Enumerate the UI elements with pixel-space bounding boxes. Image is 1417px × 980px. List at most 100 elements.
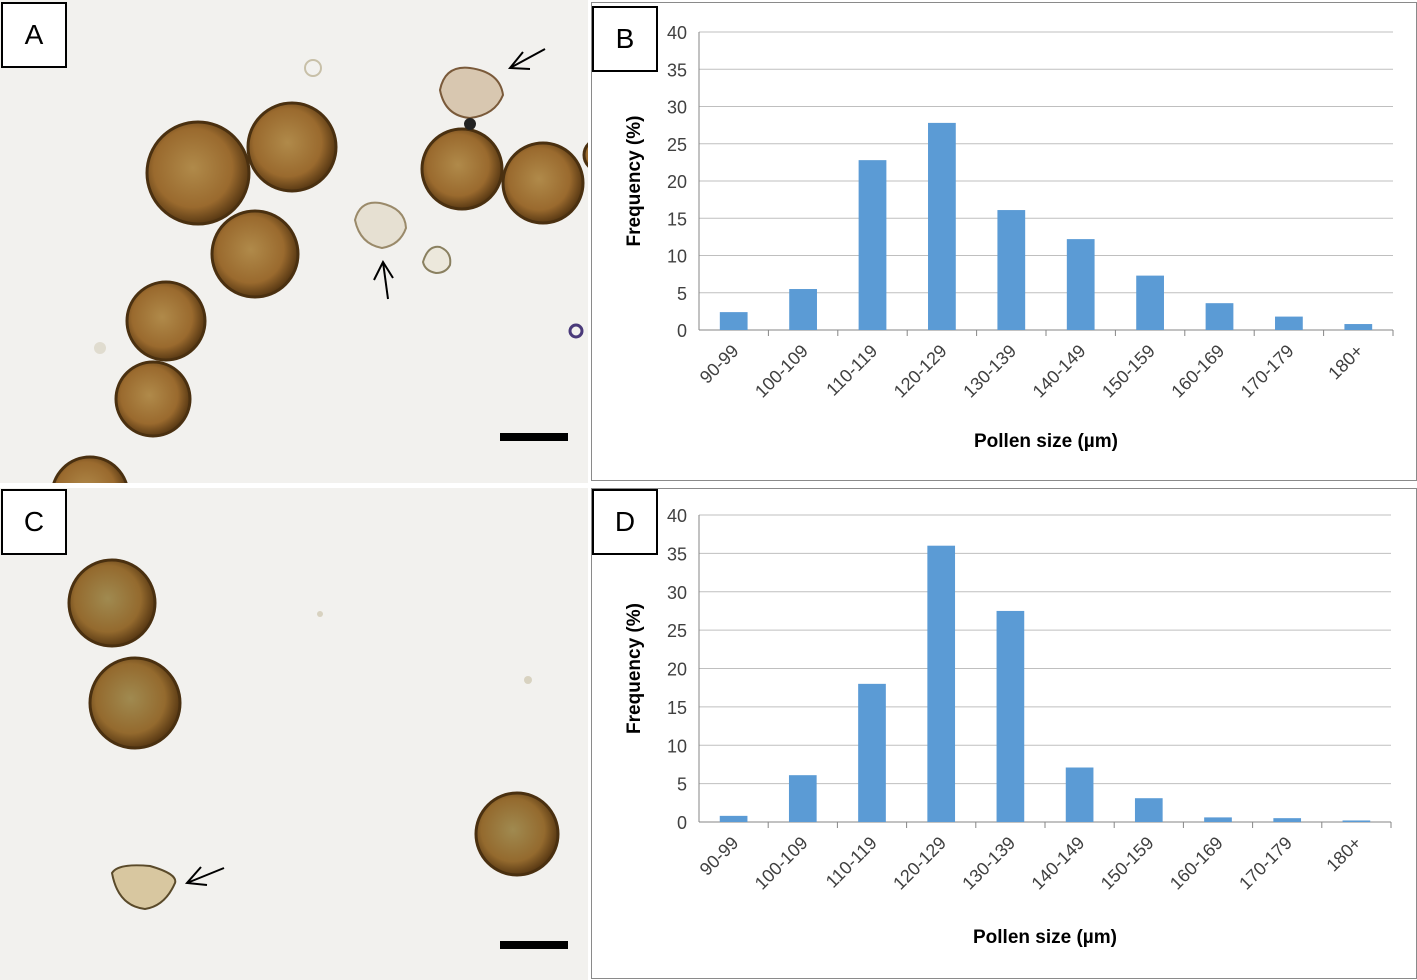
y-tick-label: 25 [667, 621, 687, 641]
x-axis-title: Pollen size (µm) [973, 927, 1117, 948]
pollen-grain-icon [420, 127, 504, 211]
empty-pollen-grain-icon [353, 201, 408, 250]
bar-120-129 [927, 545, 956, 822]
debris-icon [568, 323, 584, 339]
y-tick-label: 25 [667, 135, 687, 155]
x-tick-label: 140-149 [1029, 341, 1090, 402]
pollen-grain-icon [67, 558, 157, 648]
x-tick-label: 100-109 [751, 341, 812, 402]
x-tick-label: 180+ [1322, 833, 1365, 876]
x-tick-label: 130-139 [958, 833, 1019, 894]
y-tick-label: 15 [667, 209, 687, 229]
micrograph-panel-a: A [0, 0, 588, 483]
y-tick-label: 30 [667, 98, 687, 118]
chart-panel-b: 0 5 10 15 20 25 30 35 40 90-99 100-109 110-119 120-1… [591, 2, 1417, 481]
y-tick-label: 10 [667, 247, 687, 267]
bar-100-109 [788, 775, 817, 822]
pollen-grain-icon [582, 142, 588, 168]
panel-label-a: A [1, 2, 67, 68]
y-axis-title: Frequency (%) [624, 116, 645, 247]
x-tick-label: 160-169 [1166, 833, 1227, 894]
bar-170-179 [1273, 818, 1302, 822]
y-tick-label: 5 [677, 284, 687, 304]
bar-130-139 [996, 610, 1025, 822]
bar-120-129 [928, 122, 956, 330]
pollen-grain-icon [246, 101, 338, 193]
bar-170-179 [1275, 316, 1303, 330]
arrow-icon [373, 259, 394, 300]
panel-label-d: D [592, 489, 658, 555]
bar-90-99 [719, 312, 748, 330]
y-tick-label: 0 [677, 321, 687, 341]
x-tick-label: 180+ [1324, 341, 1367, 384]
y-tick-label: 40 [667, 23, 687, 43]
chart-panel-d: 0 5 10 15 20 25 30 35 40 90-99 100-109 110-119 120-1… [591, 488, 1417, 979]
bar-140-149 [1066, 239, 1095, 330]
debris-icon [524, 676, 532, 684]
x-tick-label: 140-149 [1028, 833, 1089, 894]
y-tick-label: 35 [667, 544, 687, 564]
bar-110-119 [858, 683, 886, 822]
pollen-grain-icon [501, 141, 585, 225]
panel-label-b: B [592, 6, 658, 72]
pollen-grain-icon [145, 120, 251, 226]
pollen-grain-icon [52, 455, 128, 483]
y-tick-label: 20 [667, 172, 687, 192]
scale-bar-icon [500, 433, 568, 441]
x-axis-title: Pollen size (µm) [974, 431, 1118, 452]
y-axis-title: Frequency (%) [624, 603, 645, 734]
x-tick-label: 160-169 [1167, 341, 1228, 402]
x-tick-label: 150-159 [1098, 341, 1159, 402]
micrograph-c-image [67, 558, 568, 949]
x-tick-label: 170-179 [1235, 833, 1296, 894]
bar-130-139 [997, 210, 1026, 330]
y-tick-label: 0 [677, 813, 687, 833]
pollen-grain-icon [114, 360, 192, 438]
pollen-grain-icon [210, 209, 300, 299]
x-tick-label: 150-159 [1097, 833, 1158, 894]
micrograph-panel-c: C [0, 488, 588, 980]
debris-icon [94, 342, 106, 354]
chart-d: 0 5 10 15 20 25 30 35 40 90-99 100-109 110-119 120-1… [624, 506, 1392, 948]
arrow-icon [507, 48, 546, 70]
scale-bar-icon [500, 941, 568, 949]
debris-icon [464, 118, 476, 130]
x-tick-label: 120-129 [889, 833, 950, 894]
x-tick-label: 90-99 [696, 341, 743, 388]
x-tick-label: 170-179 [1237, 341, 1298, 402]
debris-icon [317, 611, 323, 617]
pollen-grain-icon [125, 280, 207, 362]
bar-150-159 [1134, 798, 1163, 822]
bar-180+ [1342, 820, 1371, 822]
x-tick-label: 100-109 [751, 833, 812, 894]
micrograph-a-image [52, 48, 588, 483]
y-tick-label: 30 [667, 583, 687, 603]
x-tick-label: 130-139 [959, 341, 1020, 402]
arrow-icon [184, 866, 225, 886]
y-tick-label: 40 [667, 506, 687, 526]
empty-pollen-grain-icon [438, 66, 505, 120]
y-tick-label: 15 [667, 698, 687, 718]
y-tick-label: 5 [677, 775, 687, 795]
panel-label-c: C [1, 489, 67, 555]
empty-pollen-grain-icon [421, 245, 452, 275]
pollen-grain-icon [474, 791, 560, 877]
chart-b: 0 5 10 15 20 25 30 35 40 90-99 100-109 110-119 120-1… [624, 23, 1394, 452]
bar-140-149 [1065, 767, 1094, 822]
bar-150-159 [1136, 275, 1164, 330]
x-tick-label: 110-119 [822, 833, 881, 892]
y-tick-label: 20 [667, 660, 687, 680]
bar-100-109 [789, 289, 817, 330]
y-tick-label: 10 [667, 736, 687, 756]
x-tick-label: 90-99 [696, 833, 743, 880]
x-tick-label: 120-129 [890, 341, 951, 402]
bar-110-119 [858, 160, 887, 330]
bar-90-99 [719, 815, 748, 822]
bar-160-169 [1204, 817, 1232, 822]
pollen-grain-icon [88, 656, 182, 750]
empty-pollen-grain-icon [110, 864, 177, 911]
bar-180+ [1344, 324, 1373, 330]
debris-icon [304, 59, 322, 77]
y-tick-label: 35 [667, 60, 687, 80]
bar-160-169 [1205, 303, 1234, 330]
